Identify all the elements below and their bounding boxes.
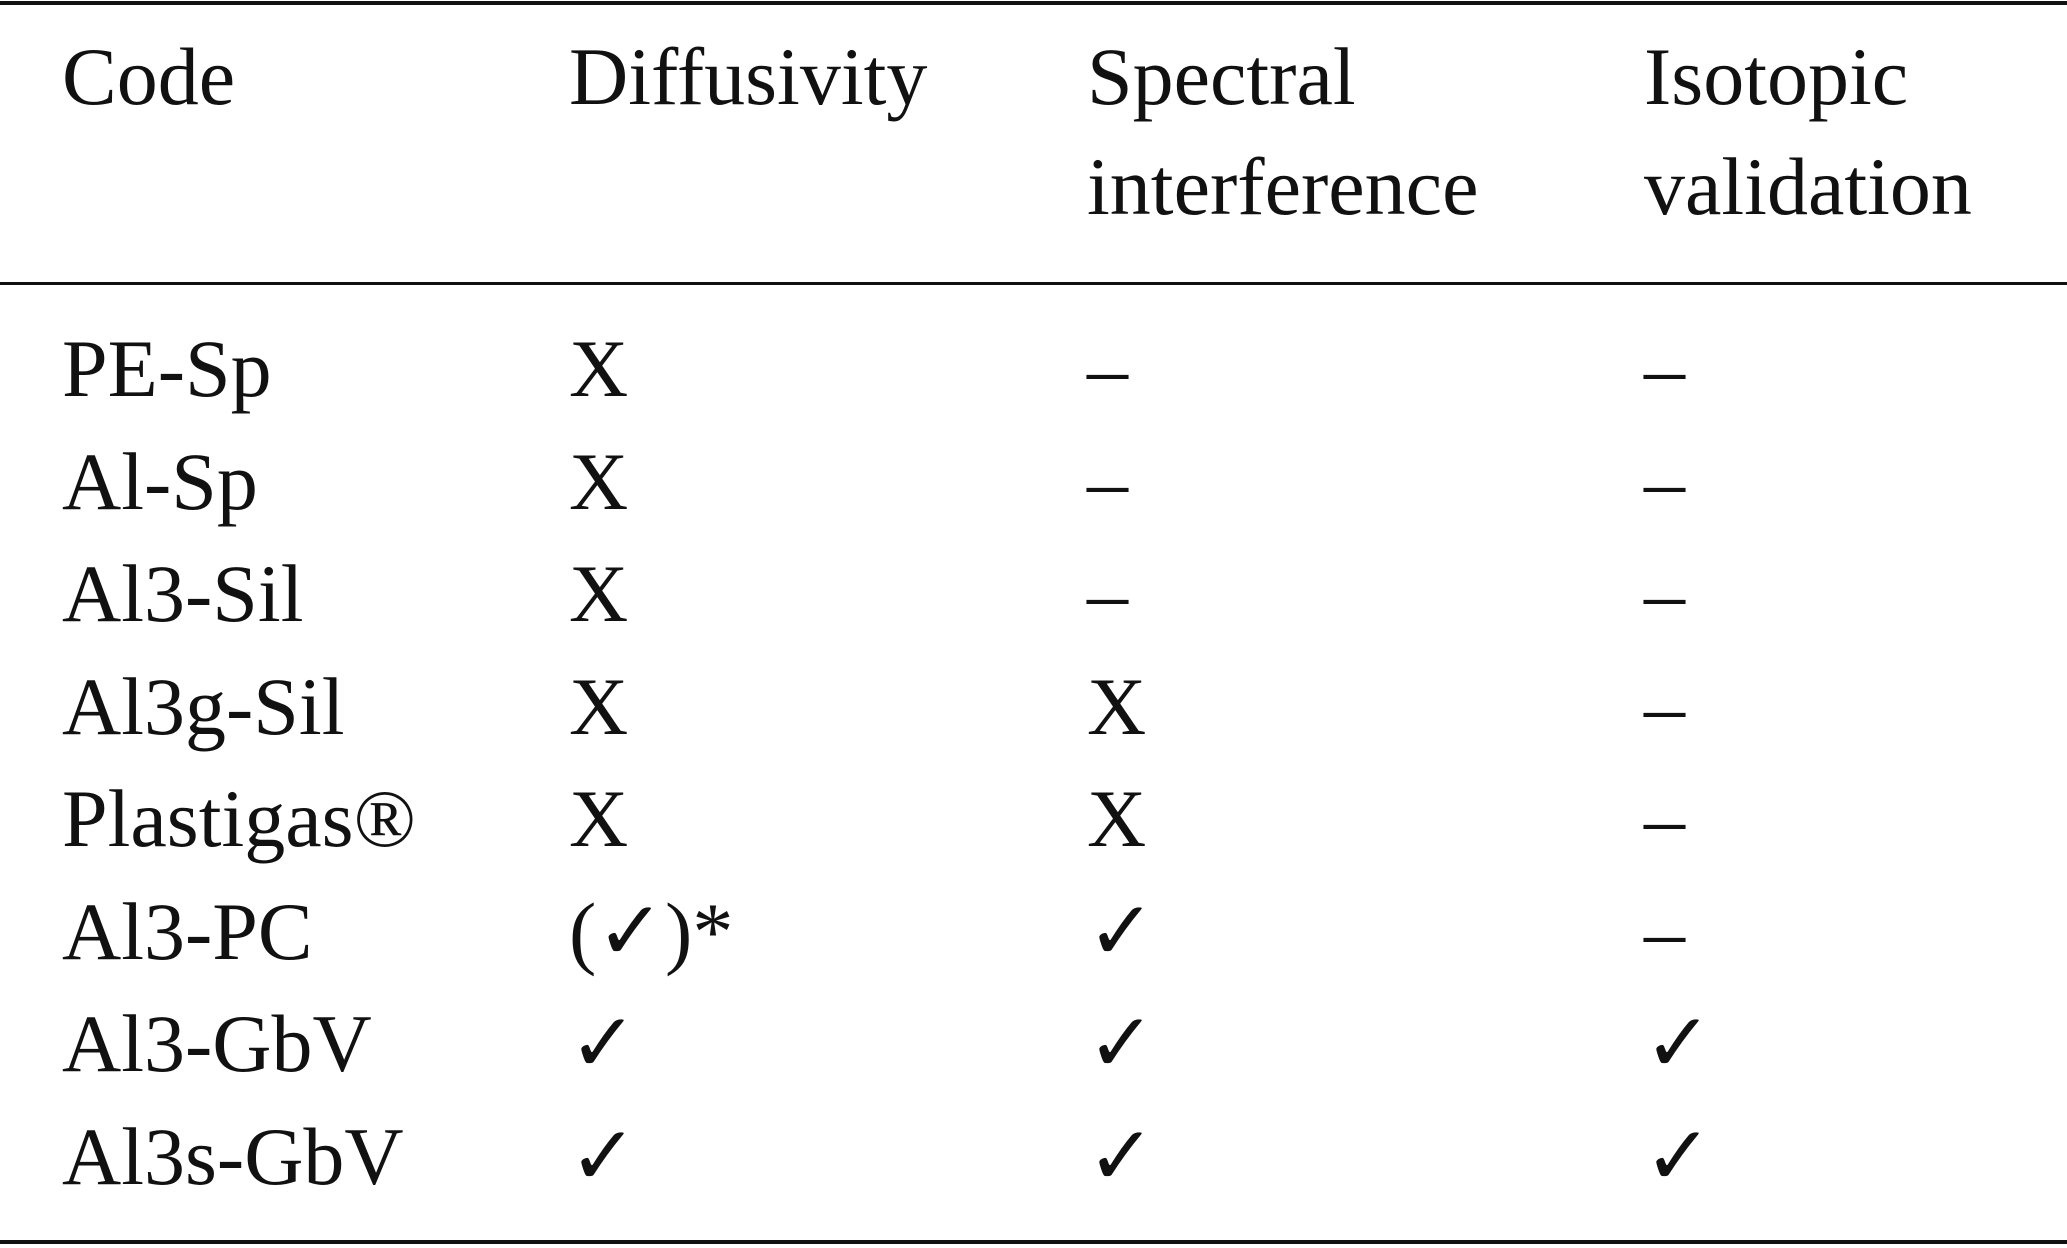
table-cell: Al3g-Sil <box>62 660 345 752</box>
bottom-rule <box>0 1240 2067 1244</box>
table-cell: ✓ <box>1644 1110 1713 1202</box>
header-rule <box>0 282 2067 285</box>
top-rule <box>0 1 2067 5</box>
table-cell: ✓ <box>569 1110 638 1202</box>
table-cell: PE-Sp <box>62 323 272 414</box>
table-cell: X <box>569 435 629 527</box>
table-cell: ✓ <box>1087 998 1156 1089</box>
table-cell: – <box>1644 773 1685 864</box>
table-cell: – <box>1644 548 1685 639</box>
table-cell: ✓ <box>569 998 638 1089</box>
table-cell: Al3-PC <box>62 885 313 977</box>
table-cell: X <box>569 660 629 752</box>
table-cell: ✓ <box>1087 1110 1156 1202</box>
table-cell: – <box>1644 435 1685 527</box>
table-cell: X <box>1087 773 1147 864</box>
table-cell: – <box>1644 323 1685 414</box>
header-cell: Isotopic validation <box>1644 31 1972 232</box>
header-cell: Code <box>62 31 236 122</box>
header-cell: Spectral interference <box>1087 31 1479 232</box>
table-cell: – <box>1644 660 1685 752</box>
table-cell: – <box>1087 323 1128 414</box>
table-cell: Plastigas® <box>62 773 416 864</box>
table-cell: – <box>1087 548 1128 639</box>
table-cell: Al3-GbV <box>62 998 372 1089</box>
table-cell: Al-Sp <box>62 435 258 527</box>
table-cell: Al3-Sil <box>62 548 304 639</box>
header-cell: Diffusivity <box>569 31 928 122</box>
table-cell: X <box>569 773 629 864</box>
table-cell: ✓ <box>1644 998 1713 1089</box>
table-cell: X <box>569 323 629 414</box>
table-cell: (✓)* <box>569 885 734 977</box>
table-cell: X <box>569 548 629 639</box>
table-cell: X <box>1087 660 1147 752</box>
table-cell: Al3s-GbV <box>62 1110 404 1202</box>
table-cell: ✓ <box>1087 885 1156 977</box>
table-cell: – <box>1087 435 1128 527</box>
table-cell: – <box>1644 885 1685 977</box>
